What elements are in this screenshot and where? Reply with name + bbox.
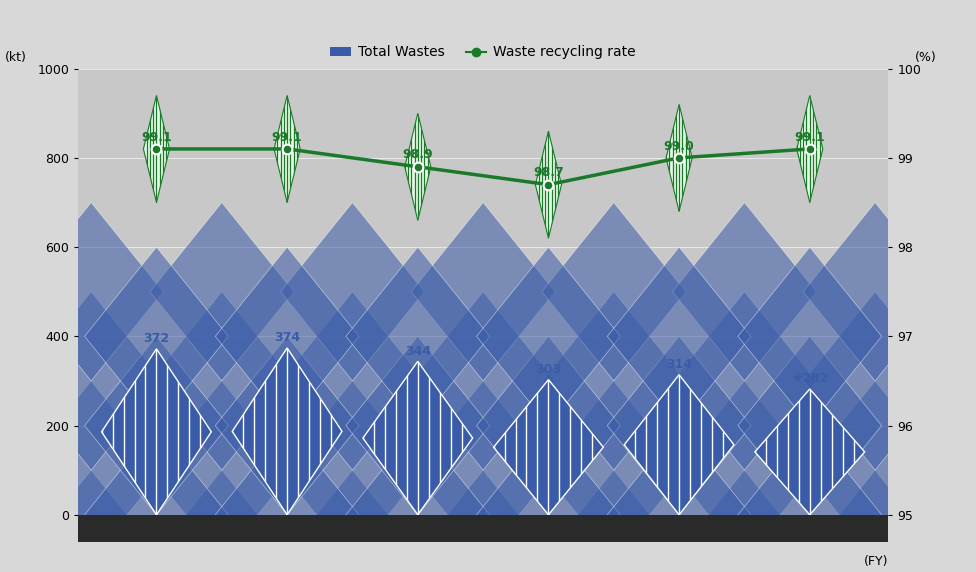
Text: 99.1: 99.1 [794, 130, 825, 144]
PathPatch shape [803, 381, 947, 559]
PathPatch shape [754, 389, 865, 515]
Text: 99.1: 99.1 [271, 130, 303, 144]
Text: 99.0: 99.0 [664, 140, 695, 153]
PathPatch shape [542, 470, 685, 572]
PathPatch shape [738, 426, 881, 572]
Text: (FY): (FY) [864, 555, 888, 568]
PathPatch shape [672, 292, 816, 470]
PathPatch shape [20, 292, 163, 470]
PathPatch shape [232, 348, 342, 515]
PathPatch shape [542, 381, 685, 559]
PathPatch shape [85, 336, 228, 515]
PathPatch shape [216, 336, 359, 515]
PathPatch shape [281, 381, 425, 559]
Text: 98.7: 98.7 [533, 166, 564, 179]
PathPatch shape [666, 104, 692, 212]
PathPatch shape [607, 247, 751, 426]
PathPatch shape [738, 247, 881, 426]
PathPatch shape [542, 202, 685, 381]
Text: 98.9: 98.9 [402, 149, 433, 161]
PathPatch shape [20, 381, 163, 559]
Legend: Total Wastes, Waste recycling rate: Total Wastes, Waste recycling rate [325, 40, 641, 65]
Text: 374: 374 [274, 331, 301, 344]
Text: (kt): (kt) [5, 51, 27, 64]
Bar [78, 515, 888, 542]
Text: 314: 314 [666, 358, 692, 371]
PathPatch shape [803, 202, 947, 381]
PathPatch shape [102, 515, 212, 572]
PathPatch shape [411, 470, 555, 572]
PathPatch shape [494, 380, 603, 515]
PathPatch shape [405, 113, 430, 220]
PathPatch shape [281, 292, 425, 470]
PathPatch shape [738, 336, 881, 515]
PathPatch shape [476, 247, 621, 426]
PathPatch shape [363, 515, 472, 572]
PathPatch shape [143, 96, 170, 202]
PathPatch shape [672, 381, 816, 559]
PathPatch shape [754, 389, 865, 515]
PathPatch shape [607, 336, 751, 515]
Text: 344: 344 [405, 345, 430, 358]
PathPatch shape [607, 426, 751, 572]
PathPatch shape [346, 247, 490, 426]
PathPatch shape [625, 375, 734, 515]
PathPatch shape [494, 380, 603, 515]
PathPatch shape [754, 515, 865, 572]
Text: 372: 372 [143, 332, 170, 345]
PathPatch shape [796, 96, 823, 202]
PathPatch shape [803, 292, 947, 470]
PathPatch shape [346, 426, 490, 572]
PathPatch shape [625, 515, 734, 572]
Text: 99.1: 99.1 [142, 130, 172, 144]
PathPatch shape [85, 247, 228, 426]
PathPatch shape [150, 292, 294, 470]
PathPatch shape [20, 202, 163, 381]
PathPatch shape [363, 362, 472, 515]
PathPatch shape [150, 470, 294, 572]
Text: 303: 303 [536, 363, 561, 376]
PathPatch shape [102, 349, 212, 515]
PathPatch shape [150, 381, 294, 559]
PathPatch shape [411, 292, 555, 470]
PathPatch shape [672, 470, 816, 572]
PathPatch shape [411, 202, 555, 381]
PathPatch shape [625, 375, 734, 515]
PathPatch shape [216, 426, 359, 572]
PathPatch shape [494, 515, 603, 572]
PathPatch shape [536, 131, 561, 238]
Text: (%): (%) [915, 51, 937, 64]
PathPatch shape [411, 381, 555, 559]
PathPatch shape [672, 202, 816, 381]
PathPatch shape [281, 202, 425, 381]
PathPatch shape [542, 292, 685, 470]
PathPatch shape [476, 426, 621, 572]
PathPatch shape [232, 348, 342, 515]
PathPatch shape [102, 349, 212, 515]
PathPatch shape [85, 426, 228, 572]
PathPatch shape [363, 362, 472, 515]
PathPatch shape [346, 336, 490, 515]
PathPatch shape [476, 336, 621, 515]
PathPatch shape [281, 470, 425, 572]
PathPatch shape [20, 470, 163, 572]
PathPatch shape [232, 515, 342, 572]
PathPatch shape [803, 470, 947, 572]
PathPatch shape [274, 96, 301, 202]
Text: ★282: ★282 [792, 372, 829, 386]
PathPatch shape [150, 202, 294, 381]
PathPatch shape [216, 247, 359, 426]
